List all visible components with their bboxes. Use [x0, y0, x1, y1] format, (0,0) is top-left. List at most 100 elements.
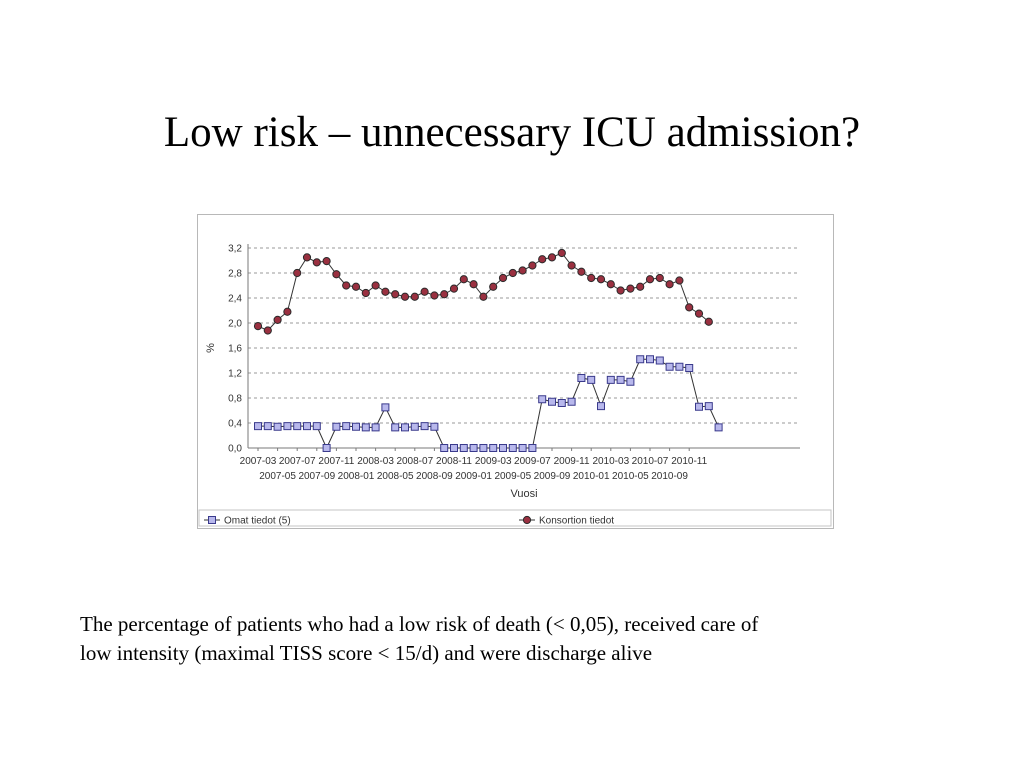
- data-point-square: [440, 444, 449, 452]
- data-point-circle: [293, 268, 302, 278]
- data-point-square: [567, 397, 576, 406]
- y-tick-label: 0,0: [228, 444, 242, 455]
- data-point-square: [577, 374, 586, 382]
- data-point-square: [410, 422, 419, 431]
- data-point-circle: [498, 273, 508, 283]
- data-point-square: [420, 422, 429, 431]
- data-point-square: [283, 422, 292, 431]
- data-point-square: [391, 423, 400, 432]
- legend-label: Omat tiedot (5): [224, 516, 291, 527]
- caption-line-1: The percentage of patients who had a low…: [80, 612, 759, 636]
- data-point-circle: [518, 266, 527, 275]
- data-point-square: [626, 377, 635, 386]
- data-point-circle: [557, 248, 566, 258]
- data-point-square: [430, 422, 439, 431]
- data-point-circle: [587, 273, 596, 283]
- data-point-square: [508, 444, 517, 452]
- data-point-circle: [371, 281, 380, 290]
- x-tick-label: 2007-07: [279, 456, 316, 467]
- x-tick-label: 2010-03: [592, 456, 629, 467]
- series-layer: [253, 248, 723, 452]
- data-point-square: [538, 395, 547, 404]
- x-tick-label: 2010-07: [632, 456, 669, 467]
- x-tick-label: 2010-11: [671, 456, 707, 467]
- data-point-square: [587, 375, 596, 384]
- data-point-circle: [263, 326, 272, 335]
- x-tick-label: 2009-03: [475, 456, 512, 467]
- data-point-square: [695, 402, 703, 411]
- data-point-square: [646, 355, 654, 364]
- data-point-square: [557, 399, 566, 407]
- data-point-circle: [342, 281, 351, 290]
- data-point-circle: [596, 275, 606, 284]
- legend-box: [198, 509, 832, 527]
- data-point-circle: [528, 261, 537, 270]
- data-point-circle: [645, 275, 655, 284]
- data-point-square: [685, 364, 694, 372]
- y-tick-label: 3,2: [228, 244, 242, 255]
- data-point-square: [489, 444, 498, 452]
- data-point-circle: [606, 280, 615, 289]
- y-tick-label: 0,8: [228, 394, 242, 405]
- data-point-square: [606, 375, 615, 384]
- data-point-square: [499, 444, 507, 452]
- x-tick-label: 2009-05: [494, 471, 531, 482]
- x-tick-label: 2009-01: [455, 471, 492, 482]
- data-point-square: [263, 422, 272, 431]
- data-point-circle: [685, 303, 694, 312]
- data-point-square: [342, 422, 351, 431]
- data-point-square: [361, 423, 370, 432]
- data-point-circle: [283, 307, 292, 316]
- y-tick-label: 2,8: [228, 269, 242, 280]
- data-point-square: [469, 444, 478, 452]
- data-point-square: [597, 402, 605, 411]
- data-point-square: [665, 362, 674, 371]
- data-point-square: [332, 422, 341, 431]
- data-point-circle: [479, 292, 488, 301]
- x-tick-label: 2007-05: [259, 471, 296, 482]
- x-axis-label: Vuosi: [510, 488, 537, 500]
- data-point-circle: [636, 282, 645, 291]
- chart-panel: 0,0 0,4 0,8 1,2 1,6 2,0 2,4 2,8 3,2 2007-03 2007-0…: [197, 214, 834, 529]
- x-tick-label: 2008-01: [338, 471, 375, 482]
- data-point-square: [704, 402, 713, 411]
- x-tick-label: 2009-07: [514, 456, 551, 467]
- data-point-circle: [440, 290, 449, 299]
- data-point-circle: [449, 284, 459, 293]
- y-tick-label: 1,2: [228, 369, 242, 380]
- data-point-circle: [381, 287, 390, 296]
- data-point-circle: [302, 253, 312, 262]
- data-point-circle: [547, 253, 557, 262]
- data-point-square: [548, 397, 556, 406]
- x-tick-label: 2010-09: [651, 471, 688, 482]
- x-tick-label: 2009-11: [554, 456, 590, 467]
- data-point-circle: [577, 267, 586, 276]
- data-point-square: [479, 444, 488, 452]
- slide-caption: The percentage of patients who had a low…: [80, 610, 960, 668]
- data-point-square: [714, 423, 723, 432]
- data-point-circle: [400, 292, 410, 301]
- data-point-circle: [459, 275, 468, 284]
- data-point-circle: [469, 280, 478, 289]
- x-tick-label: 2007-09: [298, 471, 335, 482]
- data-point-circle: [351, 282, 361, 291]
- data-point-circle: [361, 288, 370, 298]
- x-tick-label: 2008-11: [436, 456, 472, 467]
- data-point-square: [254, 422, 262, 431]
- data-point-square: [655, 356, 664, 365]
- data-point-circle: [626, 284, 635, 293]
- data-point-square: [675, 362, 684, 371]
- data-point-square: [616, 375, 625, 384]
- data-point-circle: [616, 286, 625, 295]
- data-point-circle: [655, 273, 664, 283]
- data-point-square: [381, 403, 390, 412]
- x-tick-label: 2008-03: [357, 456, 394, 467]
- x-tick-label: 2007-03: [240, 456, 277, 467]
- data-point-square: [636, 355, 645, 364]
- data-point-circle: [253, 322, 263, 331]
- data-point-square: [401, 423, 409, 432]
- y-tick-label: 2,4: [228, 294, 242, 305]
- data-point-circle: [312, 258, 321, 267]
- data-point-circle: [332, 270, 341, 279]
